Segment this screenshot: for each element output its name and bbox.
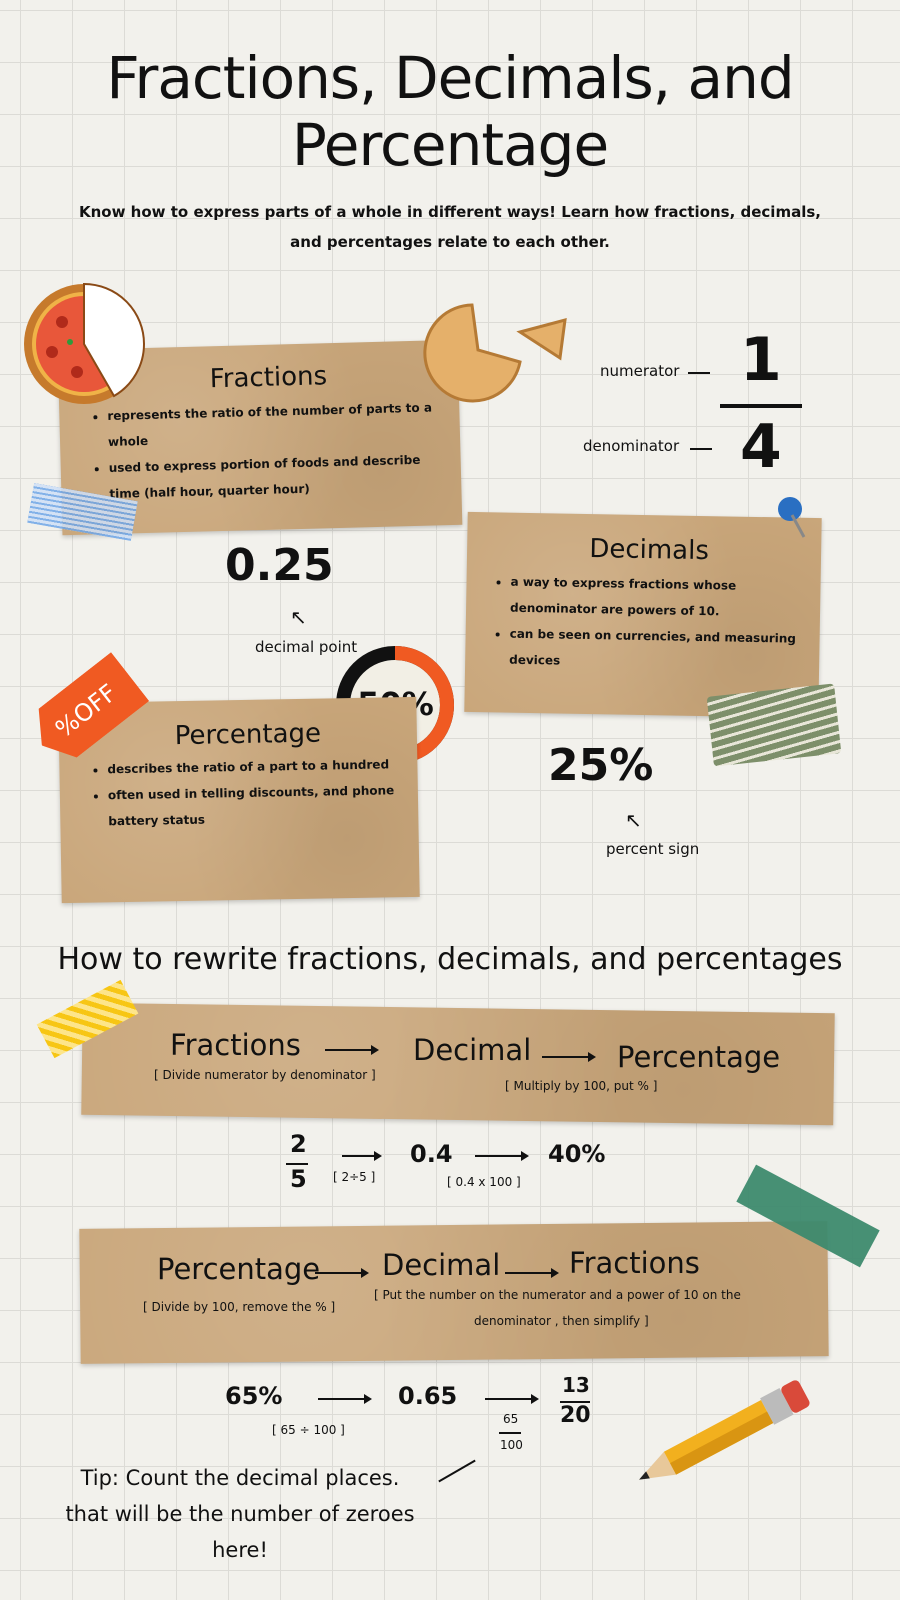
flow1-note-2: [ Multiply by 100, put % ] — [505, 1079, 658, 1093]
ex2-numerator: 13 — [562, 1373, 590, 1397]
percent-example: 25% — [548, 740, 654, 791]
title-line-2: Percentage — [291, 111, 609, 179]
arrow-icon — [505, 1268, 559, 1278]
ex1-numerator: 2 — [290, 1130, 307, 1158]
decimal-point-label: decimal point — [255, 638, 358, 656]
ex2-decimal: 0.65 — [398, 1382, 458, 1410]
pizza-icon — [24, 282, 146, 404]
subtitle-line-2: and percentages relate to each other. — [290, 233, 610, 251]
title-line-1: Fractions, Decimals, and — [106, 44, 794, 112]
ex2-mid-numerator: 65 — [503, 1412, 519, 1426]
numerator-label: numerator — [600, 362, 680, 380]
arrow-up-icon: ↖ — [625, 808, 642, 832]
ex1-denominator: 5 — [290, 1165, 307, 1193]
decimals-bullet: a way to express fractions whose denomin… — [510, 569, 801, 626]
denominator: 4 — [740, 412, 782, 482]
ex1-step-2: [ 0.4 x 100 ] — [447, 1175, 521, 1189]
fraction-bar — [286, 1163, 308, 1165]
tip-text: Tip: Count the decimal places. that will… — [20, 1460, 460, 1568]
fractions-bullet: used to express portion of foods and des… — [108, 446, 441, 507]
fractions-bullet: represents the ratio of the number of pa… — [107, 394, 440, 455]
pie-icon — [423, 303, 567, 403]
decimal-example: 0.25 — [225, 540, 334, 591]
arrow-icon — [688, 372, 710, 374]
money-stack-image — [706, 683, 842, 767]
ex1-step-1: [ 2÷5 ] — [333, 1170, 376, 1184]
fraction-bar — [560, 1401, 590, 1403]
subtitle-line-1: Know how to express parts of a whole in … — [79, 203, 821, 221]
ex2-mid-denominator: 100 — [500, 1438, 523, 1452]
ex1-decimal: 0.4 — [410, 1140, 453, 1168]
fraction-bar — [720, 404, 802, 408]
flow2-decimal: Decimal — [382, 1248, 501, 1282]
flow1-decimal: Decimal — [413, 1033, 532, 1067]
percentage-bullet: often used in telling discounts, and pho… — [108, 777, 399, 834]
arrow-icon — [690, 448, 712, 450]
tip-line-1: Tip: Count the decimal places. — [80, 1466, 400, 1490]
flow2-fractions: Fractions — [569, 1246, 700, 1280]
flow1-percentage: Percentage — [617, 1040, 781, 1074]
flow2-percentage: Percentage — [157, 1252, 321, 1286]
decimals-bullet: can be seen on currencies, and measuring… — [509, 621, 800, 678]
arrow-icon — [542, 1052, 596, 1062]
ex2-denominator: 20 — [560, 1403, 591, 1428]
ex2-step-1: [ 65 ÷ 100 ] — [272, 1423, 345, 1437]
ex2-percent: 65% — [225, 1382, 283, 1410]
ex1-percent: 40% — [548, 1140, 606, 1168]
flow1-fractions: Fractions — [170, 1028, 301, 1062]
pushpin-icon — [778, 497, 806, 538]
tip-line-2: that will be the number of zeroes — [65, 1502, 415, 1526]
flow2-note-2a: [ Put the number on the numerator and a … — [374, 1288, 741, 1302]
rewrite-heading: How to rewrite fractions, decimals, and … — [57, 942, 843, 977]
flow2-note-2b: denominator , then simplify ] — [474, 1314, 649, 1328]
arrow-icon — [342, 1151, 382, 1161]
arrow-up-icon: ↖ — [290, 605, 307, 629]
arrow-icon — [318, 1394, 372, 1404]
tip-line-3: here! — [212, 1538, 268, 1562]
flow2-note-1: [ Divide by 100, remove the % ] — [143, 1300, 336, 1314]
arrow-icon — [315, 1268, 369, 1278]
percent-sign-label: percent sign — [606, 840, 700, 858]
fraction-bar — [499, 1432, 521, 1434]
numerator: 1 — [740, 325, 782, 395]
arrow-icon — [485, 1394, 539, 1404]
pencil-icon — [639, 1380, 810, 1480]
flow1-note-1: [ Divide numerator by denominator ] — [154, 1068, 376, 1082]
arrow-icon — [325, 1045, 379, 1055]
decimals-card: Decimals a way to express fractions whos… — [464, 511, 822, 719]
percentage-title: Percentage — [174, 718, 322, 752]
arrow-icon — [475, 1151, 529, 1161]
denominator-label: denominator — [583, 437, 680, 455]
